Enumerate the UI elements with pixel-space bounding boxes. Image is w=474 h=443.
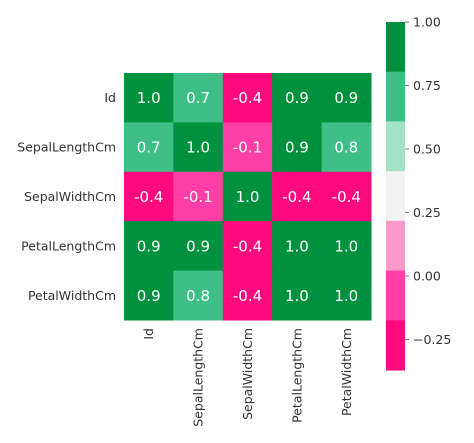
heatmap-cell-label: 0.9	[137, 237, 161, 255]
heatmap-cell	[222, 171, 273, 222]
heatmap-cell-label: 0.9	[285, 139, 309, 157]
heatmap-cell-label: -0.4	[332, 188, 361, 206]
heatmap-cell	[272, 171, 323, 222]
heatmap-cell-label: -0.4	[134, 188, 163, 206]
colorbar-segment	[386, 270, 405, 321]
heatmap-cell	[272, 73, 323, 123]
colorbar-segment	[386, 220, 405, 272]
heatmap-cell	[321, 122, 372, 173]
colorbar-segment	[386, 71, 405, 122]
heatmap-cell-label: 1.0	[137, 89, 161, 107]
heatmap-cell	[173, 73, 224, 123]
heatmap-cell-label: -0.4	[282, 188, 311, 206]
heatmap-cell-label: 1.0	[236, 188, 260, 206]
heatmap-cell-label: 0.7	[137, 139, 161, 157]
heatmap-cell-label: 0.9	[334, 89, 358, 107]
colorbar-tick-label: 0.75	[413, 78, 441, 93]
heatmap-col-labels: Id SepalLengthCm SepalWidthCm PetalLengthCm…	[141, 328, 354, 427]
heatmap-cell	[124, 270, 174, 321]
colorbar-segment	[386, 121, 405, 172]
row-label: PetalWidthCm	[28, 288, 116, 303]
colorbar-segment	[386, 22, 405, 73]
heatmap-cell	[173, 221, 224, 272]
heatmap-cell-label: -0.1	[233, 139, 262, 157]
heatmap-cells	[124, 73, 372, 321]
heatmap-cell-label: 0.9	[186, 237, 210, 255]
heatmap-cell-labels: 1.0 0.7 -0.4 0.9 0.9 0.7 1.0 -0.1 0.9 0.8 -0.4 -0.1…	[134, 89, 361, 305]
colorbar-tick-label: 1.00	[413, 15, 441, 30]
heatmap-cell	[222, 73, 273, 123]
colorbar-segment	[386, 171, 405, 222]
heatmap-cell-label: 0.9	[285, 89, 309, 107]
row-label: SepalWidthCm	[24, 189, 116, 204]
heatmap-cell	[173, 270, 224, 321]
heatmap-cell-label: 1.0	[186, 139, 210, 157]
heatmap-cell-label: 1.0	[285, 237, 309, 255]
heatmap-cell-label: -0.1	[183, 188, 212, 206]
heatmap-cell-label: 1.0	[334, 237, 358, 255]
heatmap-cell	[124, 221, 174, 272]
col-label: Id	[141, 328, 156, 340]
heatmap-cell-label: 1.0	[334, 287, 358, 305]
heatmap-cell	[222, 221, 273, 272]
heatmap-cell	[321, 73, 372, 123]
heatmap-cell	[272, 221, 323, 272]
colorbar-tick-label: 0.50	[413, 142, 441, 157]
row-label: SepalLengthCm	[17, 140, 116, 155]
heatmap-cell	[124, 122, 174, 173]
heatmap-cell	[272, 270, 323, 321]
heatmap-cell	[173, 171, 224, 222]
heatmap-cell	[321, 171, 372, 222]
heatmap-cell	[321, 270, 372, 321]
heatmap-cell	[222, 122, 273, 173]
colorbar-tick-label: 0.25	[413, 205, 441, 220]
heatmap-cell-label: -0.4	[233, 237, 262, 255]
heatmap-cell-label: 0.7	[186, 89, 210, 107]
heatmap-cell-label: 0.9	[137, 287, 161, 305]
row-label: PetalLengthCm	[21, 238, 116, 253]
heatmap-cell-label: 0.8	[186, 287, 210, 305]
heatmap-cell	[321, 221, 372, 272]
heatmap-cell	[173, 122, 224, 173]
col-label: PetalLengthCm	[289, 328, 304, 423]
heatmap-cell-label: 1.0	[285, 287, 309, 305]
heatmap-cell-label: -0.4	[233, 89, 262, 107]
col-label: PetalWidthCm	[339, 328, 354, 416]
heatmap-cell	[124, 171, 174, 222]
heatmap-cell	[124, 73, 174, 123]
row-label: Id	[104, 90, 116, 105]
heatmap-cell	[222, 270, 273, 321]
colorbar-segment	[386, 320, 405, 371]
colorbar	[386, 22, 405, 371]
heatmap-cell	[272, 122, 323, 173]
heatmap-cell-label: -0.4	[233, 287, 262, 305]
col-label: SepalWidthCm	[240, 328, 255, 420]
heatmap-cell-label: 0.8	[334, 139, 358, 157]
colorbar-ticks: 1.00 0.75 0.50 0.25 0.00 −0.25	[405, 15, 451, 347]
heatmap-row-labels: Id SepalLengthCm SepalWidthCm PetalLengthCm…	[17, 90, 116, 303]
colorbar-tick-label: 0.00	[413, 269, 441, 284]
col-label: SepalLengthCm	[191, 328, 206, 427]
colorbar-tick-label: −0.25	[413, 332, 451, 347]
